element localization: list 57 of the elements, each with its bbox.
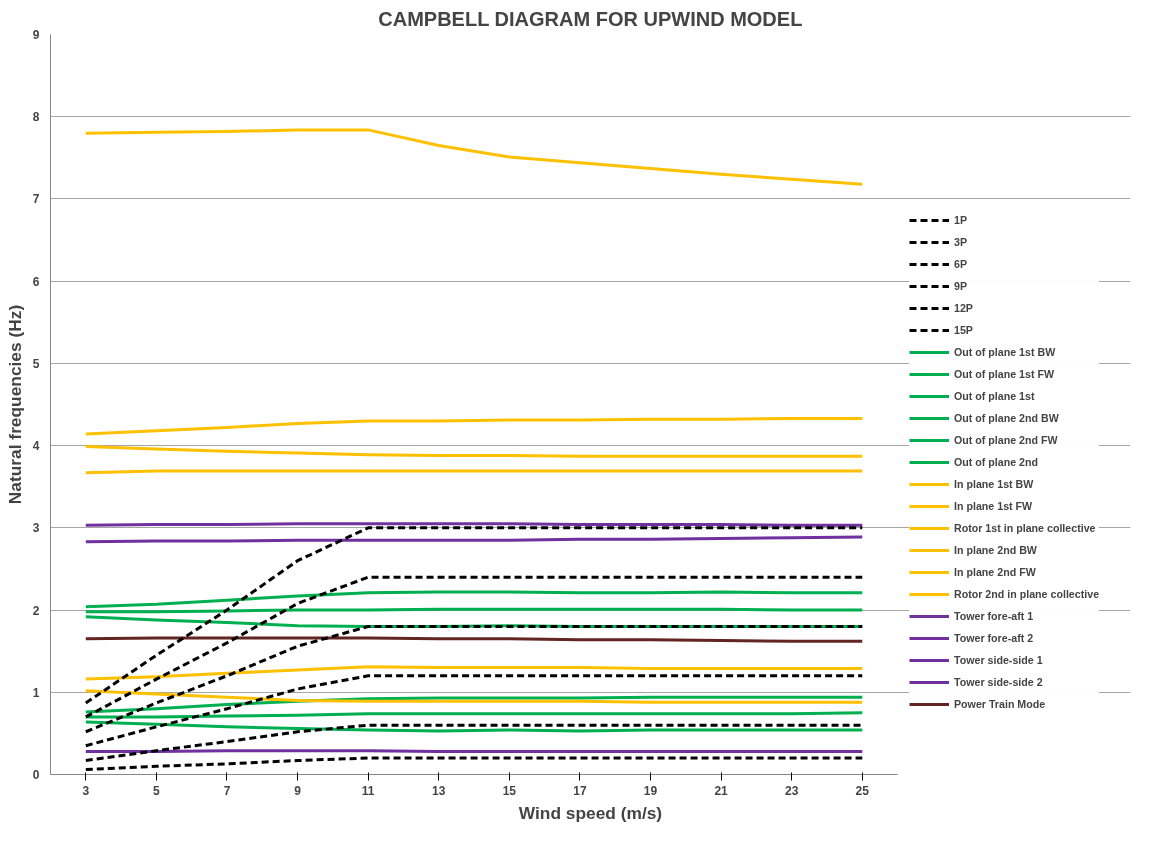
y-tick-label: 6	[32, 274, 40, 289]
x-tick-label: 9	[294, 783, 302, 798]
chart-title: CAMPBELL DIAGRAM FOR UPWIND MODEL	[378, 7, 803, 30]
legend-label: In plane 2nd BW	[954, 543, 1037, 558]
x-tick-label: 5	[153, 783, 161, 798]
line-series	[84, 756, 864, 772]
legend-label: 12P	[954, 301, 974, 316]
legend-label: Tower side-side 1	[954, 653, 1043, 668]
line-series	[84, 625, 864, 734]
legend-label: 6P	[954, 257, 969, 272]
y-axis-title: Natural frequencies (Hz)	[4, 304, 25, 505]
legend-label: Out of plane 1st FW	[954, 367, 1055, 382]
y-tick-label: 4	[32, 439, 40, 454]
x-tick-label: 3	[82, 783, 90, 798]
line-series	[84, 128, 864, 186]
x-tick-label: 19	[643, 783, 658, 798]
x-tick-label: 13	[432, 783, 446, 798]
legend-label: Rotor 2nd in plane collective	[954, 587, 1100, 602]
y-tick-label: 5	[32, 356, 40, 371]
y-tick-label: 1	[32, 685, 40, 700]
line-series	[84, 444, 864, 458]
legend-label: Out of plane 2nd FW	[954, 433, 1058, 448]
y-tick-label: 2	[32, 603, 40, 618]
x-axis-title: Wind speed (m/s)	[518, 802, 663, 823]
legend-label: Out of plane 1st	[954, 389, 1035, 404]
legend-label: Out of plane 2nd BW	[954, 411, 1059, 426]
legend-label: Tower fore-aft 2	[954, 631, 1034, 646]
line-series	[84, 665, 864, 681]
y-tick-label: 9	[32, 28, 40, 42]
line-series	[84, 674, 864, 748]
line-series	[84, 526, 864, 705]
y-tick-label: 7	[32, 192, 40, 207]
x-tick-label: 21	[714, 783, 729, 798]
x-tick-label: 15	[502, 783, 517, 798]
legend-label: Tower fore-aft 1	[954, 609, 1034, 624]
x-tick-label: 17	[573, 783, 587, 798]
legend-label: Out of plane 1st BW	[954, 345, 1056, 360]
legend-label: 3P	[954, 235, 969, 250]
x-tick-label: 7	[223, 783, 231, 798]
legend-label: 15P	[954, 323, 974, 338]
x-tick-label: 23	[785, 783, 799, 798]
legend-label: Out of plane 2nd	[954, 455, 1039, 470]
legend-label: 1P	[954, 213, 969, 228]
line-series	[84, 416, 864, 436]
legend-label: Power Train Mode	[954, 697, 1046, 712]
y-tick-label: 0	[32, 768, 40, 782]
x-tick-label: 25	[855, 783, 870, 798]
legend-label: In plane 1st BW	[954, 477, 1034, 492]
line-series	[84, 689, 864, 704]
legend-label: 9P	[954, 279, 969, 294]
x-tick-label: 11	[361, 783, 375, 798]
legend-label: In plane 1st FW	[954, 499, 1033, 514]
y-tick-label: 3	[32, 521, 40, 536]
legend-label: Rotor 1st in plane collective	[954, 521, 1096, 536]
legend-label: Tower side-side 2	[954, 675, 1043, 690]
legend-label: In plane 2nd FW	[954, 565, 1036, 580]
y-tick-label: 8	[32, 110, 40, 125]
